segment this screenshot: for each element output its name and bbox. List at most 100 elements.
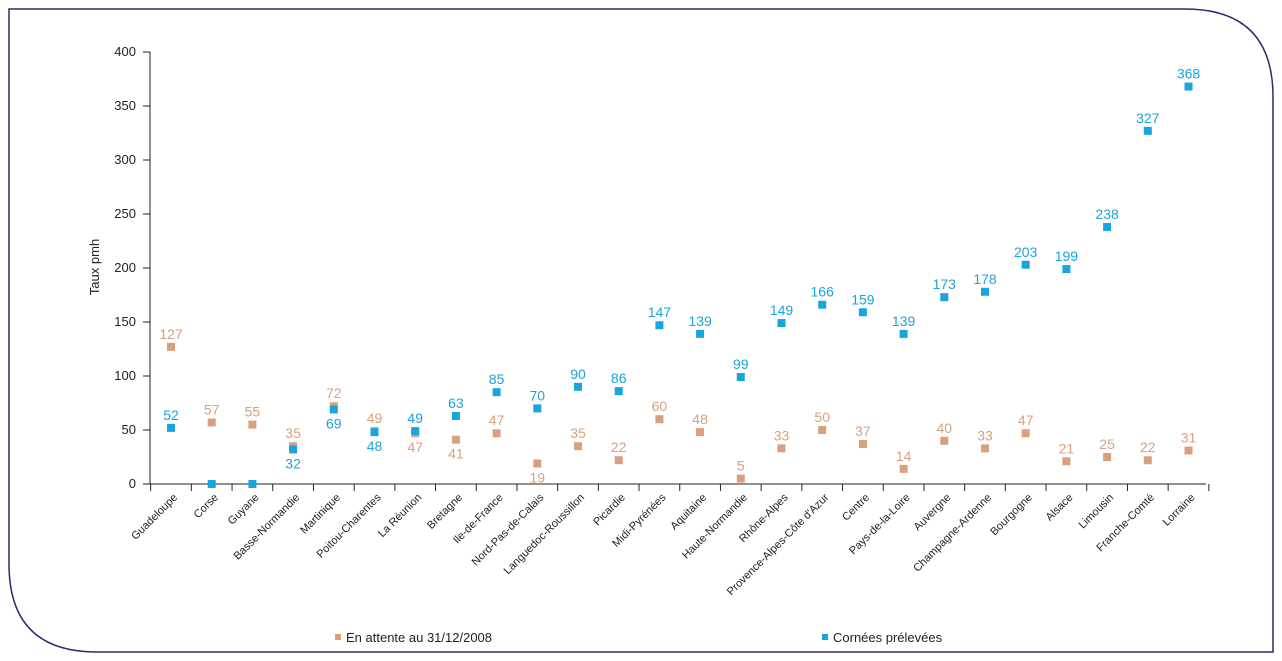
point-en-attente (696, 428, 705, 437)
data-label-cornees: 173 (933, 276, 957, 292)
point-cornees (329, 405, 338, 414)
data-label-en-attente: 47 (1018, 412, 1034, 428)
data-label-en-attente: 35 (285, 425, 301, 441)
point-cornees (899, 329, 908, 338)
data-label-cornees: 238 (1095, 206, 1119, 222)
point-en-attente (614, 456, 623, 465)
point-en-attente (167, 342, 175, 351)
data-label-cornees: 99 (733, 356, 749, 372)
x-tick-label: Guyane (226, 492, 262, 528)
data-label-cornees: 70 (530, 387, 546, 403)
point-cornees (1184, 82, 1193, 91)
data-label-en-attente: 48 (692, 411, 708, 427)
data-label-cornees: 203 (1014, 244, 1038, 260)
data-label-cornees: 69 (326, 415, 342, 431)
legend-label-cornees: Cornées prélevées (833, 630, 943, 645)
data-label-cornees: 368 (1177, 66, 1201, 82)
data-label-en-attente: 50 (814, 409, 830, 425)
data-label-cornees: 166 (811, 284, 835, 300)
data-label-en-attente: 72 (326, 385, 342, 401)
point-cornees (1103, 222, 1112, 231)
point-cornees (1143, 126, 1152, 135)
point-en-attente (777, 444, 786, 453)
point-en-attente (858, 440, 867, 449)
x-tick-label: Picardie (591, 492, 628, 529)
point-en-attente (655, 415, 664, 424)
data-label-cornees: 159 (851, 291, 875, 307)
point-en-attente (899, 464, 908, 473)
data-label-en-attente: 57 (204, 401, 220, 417)
data-label-en-attente: 33 (774, 427, 790, 443)
point-cornees (167, 423, 175, 432)
x-tick-label: La Réunion (376, 492, 424, 540)
legend-marker-en-attente (335, 634, 341, 640)
data-label-cornees: 52 (163, 407, 179, 423)
data-label-en-attente: 33 (977, 427, 993, 443)
data-label-cornees: 49 (407, 410, 423, 426)
data-label-en-attente: 5 (737, 458, 745, 474)
point-cornees (370, 428, 379, 437)
data-label-cornees: 199 (1055, 248, 1079, 264)
y-tick-label: 150 (114, 314, 136, 329)
point-cornees (574, 382, 582, 391)
data-label-cornees: 139 (892, 313, 916, 329)
frame-border (8, 8, 1274, 653)
point-en-attente (1184, 446, 1193, 455)
point-cornees (248, 480, 257, 488)
point-cornees (533, 404, 542, 413)
x-tick-label: Corse (192, 492, 221, 521)
x-tick-label: Languedoc-Roussillon (502, 492, 587, 577)
data-label-en-attente: 40 (937, 420, 953, 436)
data-label-en-attente: 35 (570, 425, 586, 441)
point-cornees (858, 308, 867, 317)
x-tick-label: Lorraine (1161, 492, 1198, 529)
data-label-en-attente: 127 (159, 326, 183, 342)
x-tick-label: Champagne-Ardenne (911, 492, 994, 575)
data-label-cornees: 63 (448, 395, 464, 411)
point-cornees (451, 411, 460, 420)
y-tick-label: 350 (114, 98, 136, 113)
point-cornees (289, 445, 298, 454)
x-tick-label: Guadeloupe (129, 492, 180, 543)
point-cornees (940, 293, 949, 302)
x-tick-label: Centre (840, 492, 872, 524)
data-label-en-attente: 14 (896, 448, 912, 464)
data-label-en-attente: 41 (448, 446, 464, 462)
point-en-attente (940, 436, 949, 445)
point-cornees (1062, 265, 1071, 274)
data-label-en-attente: 37 (855, 423, 871, 439)
data-label-cornees: 86 (611, 370, 627, 386)
point-en-attente (492, 429, 501, 438)
point-cornees (696, 329, 705, 338)
point-cornees (492, 388, 501, 397)
x-tick-label: Limousin (1077, 492, 1117, 532)
data-label-en-attente: 21 (1059, 440, 1075, 456)
point-cornees (655, 321, 664, 330)
data-label-cornees: 178 (973, 271, 997, 287)
data-label-cornees: 327 (1136, 110, 1160, 126)
x-tick-label: Nord-Pas-de-Calais (470, 491, 547, 568)
point-cornees (736, 373, 745, 382)
point-en-attente (1021, 429, 1030, 438)
y-tick-label: 200 (114, 260, 136, 275)
y-axis-title: Taux pmh (87, 239, 102, 295)
y-tick-label: 100 (114, 368, 136, 383)
point-en-attente (736, 474, 745, 483)
data-label-cornees: 32 (285, 455, 301, 471)
data-label-en-attente: 22 (611, 439, 627, 455)
data-label-en-attente: 47 (489, 412, 505, 428)
point-cornees (981, 287, 989, 296)
data-label-cornees: 149 (770, 302, 794, 318)
y-tick-label: 50 (122, 422, 136, 437)
x-tick-label: Auvergne (912, 492, 954, 534)
point-cornees (777, 319, 786, 328)
data-label-en-attente: 49 (367, 410, 383, 426)
x-tick-label: Bretagne (425, 492, 465, 532)
x-tick-label: Aquitaine (668, 492, 709, 533)
y-tick-label: 400 (114, 44, 136, 59)
legend-label-en-attente: En attente au 31/12/2008 (346, 630, 492, 645)
data-label-en-attente: 25 (1099, 436, 1115, 452)
point-en-attente (451, 435, 460, 444)
data-label-en-attente: 31 (1181, 430, 1197, 446)
point-en-attente (1103, 453, 1112, 461)
